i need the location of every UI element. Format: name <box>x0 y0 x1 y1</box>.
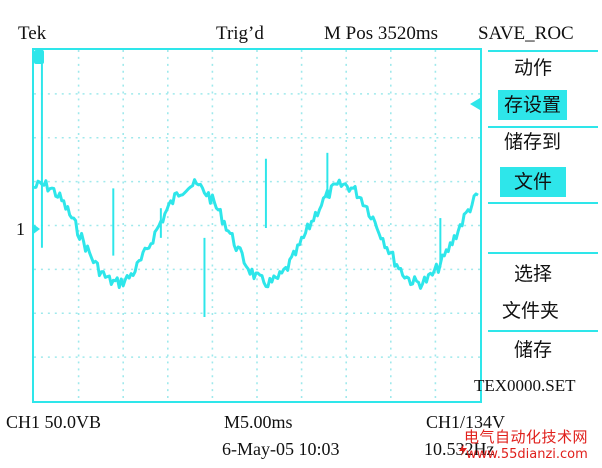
brand-label: Tek <box>18 23 47 44</box>
menu-divider <box>488 126 598 128</box>
menu-store-setup-option[interactable]: 存设置 <box>498 90 568 120</box>
menu-divider <box>488 252 598 254</box>
timebase-readout: M5.00ms <box>224 412 293 432</box>
menu-filename: TEX0000.SET <box>474 376 576 395</box>
menu-divider <box>488 50 598 52</box>
trigger-level-readout: CH1/134V <box>426 412 506 432</box>
menu-file-option[interactable]: 文件 <box>500 167 567 197</box>
watermark-text: 电气自动化技术网 <box>464 428 589 446</box>
menu-select-button[interactable]: 选择 <box>514 263 553 285</box>
trigger-status: Trig’d <box>216 23 264 44</box>
menu-save-button[interactable]: 储存 <box>514 339 553 361</box>
menu-divider <box>488 202 598 204</box>
frequency-readout: 10.532Hz <box>424 439 495 459</box>
watermark-logo-icon <box>459 444 467 456</box>
menu-action-label: 动作 <box>514 57 553 79</box>
channel-1-marker: 1 <box>16 219 25 239</box>
watermark-url: www.55dianzi.com <box>466 447 588 462</box>
trigger-level-arrow-icon <box>470 98 480 110</box>
menu-title: SAVE_ROC <box>478 23 574 44</box>
menu-folder-button[interactable]: 文件夹 <box>502 300 560 322</box>
channel-1-ground-arrow-icon <box>32 223 40 235</box>
datetime-readout: 6-May-05 10:03 <box>222 439 340 459</box>
menu-store-to-label: 储存到 <box>504 131 562 153</box>
trigger-position-marker <box>34 50 44 64</box>
graticule <box>34 50 480 401</box>
ch1-waveform-trace <box>34 178 479 290</box>
menu-divider <box>488 330 598 332</box>
horizontal-position: M Pos 3520ms <box>324 23 439 44</box>
waveform-display <box>32 48 482 403</box>
ch1-scale-readout: CH1 50.0VB <box>6 412 102 432</box>
